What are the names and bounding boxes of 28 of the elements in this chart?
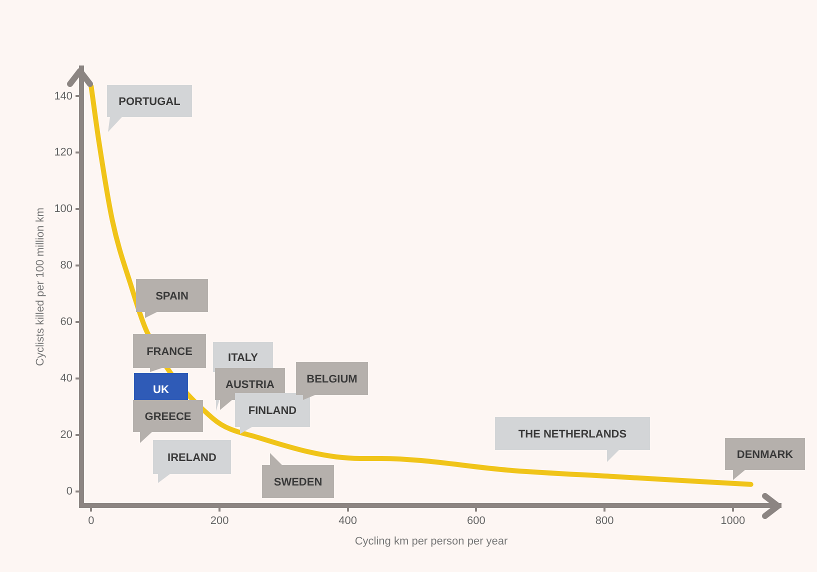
y-tick-label: 0	[66, 486, 73, 498]
annotation: IRELAND	[168, 452, 216, 464]
y-tick-label: 140	[54, 90, 73, 102]
x-tick-label: 800	[595, 515, 614, 528]
annotation: AUSTRIA	[226, 379, 274, 391]
y-tick-label: 100	[54, 203, 73, 216]
y-axis-title: Cyclists killed per 100 million km	[34, 208, 47, 366]
x-tick-label: 1000	[720, 515, 746, 528]
annotation: ITALY	[228, 352, 259, 364]
x-tick-label: 400	[338, 515, 358, 528]
annotation: SWEDEN	[274, 476, 322, 488]
x-tick-label: 600	[467, 515, 486, 528]
annotation: PORTUGAL	[118, 96, 181, 108]
y-tick-label: 60	[60, 316, 73, 328]
y-tick-label: 80	[60, 260, 73, 272]
annotation: UK	[153, 384, 169, 396]
y-tick-label: 40	[60, 372, 73, 385]
annotation: BELGIUM	[306, 374, 358, 386]
annotation: FRANCE	[146, 346, 192, 358]
annotation: SPAIN	[156, 290, 188, 302]
annotation: THE NETHERLANDS	[518, 428, 627, 440]
x-tick-label: 0	[88, 515, 94, 528]
annotation: GREECE	[144, 411, 192, 423]
y-tick-label: 20	[60, 429, 73, 442]
x-tick-label: 200	[210, 515, 229, 528]
annotation: DENMARK	[736, 449, 794, 461]
x-axis-title: Cycling km per person per year	[354, 535, 508, 548]
y-tick-label: 120	[54, 146, 73, 159]
